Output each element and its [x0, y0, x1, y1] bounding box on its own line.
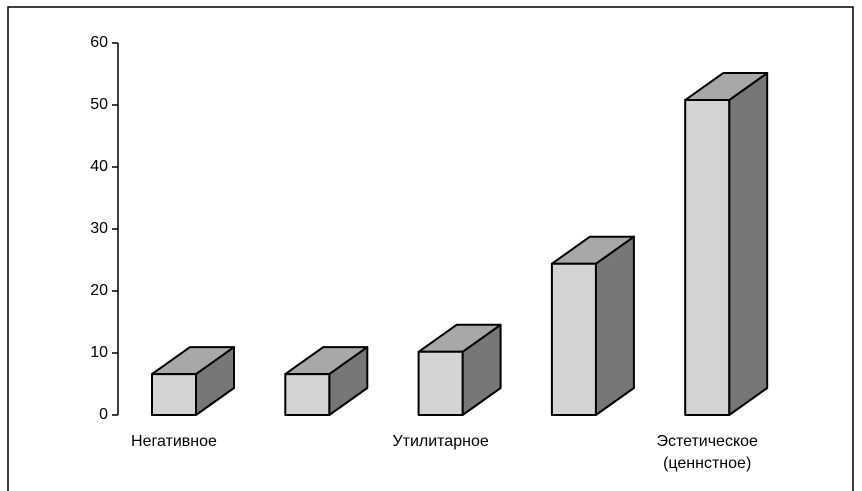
bar	[417, 350, 464, 417]
bar	[550, 262, 597, 416]
y-tick-label: 50	[90, 96, 108, 113]
x-tick-label: Утилитарное	[392, 433, 489, 450]
x-tick-label: Эстетическое (ценнстное)	[656, 433, 758, 472]
y-tick-label: 10	[90, 344, 108, 361]
bar	[151, 373, 197, 416]
y-tick-label: 30	[90, 220, 108, 237]
bar-side	[728, 72, 769, 416]
y-tick-label: 60	[90, 34, 108, 51]
y-tick-label: 0	[99, 406, 108, 423]
y-tick-label: 20	[90, 282, 108, 299]
bar	[684, 99, 731, 416]
bar	[284, 373, 331, 416]
frame	[7, 6, 854, 491]
x-tick-label: Негативное	[131, 433, 217, 450]
y-tick-label: 40	[90, 158, 108, 175]
bar-side	[594, 235, 635, 416]
